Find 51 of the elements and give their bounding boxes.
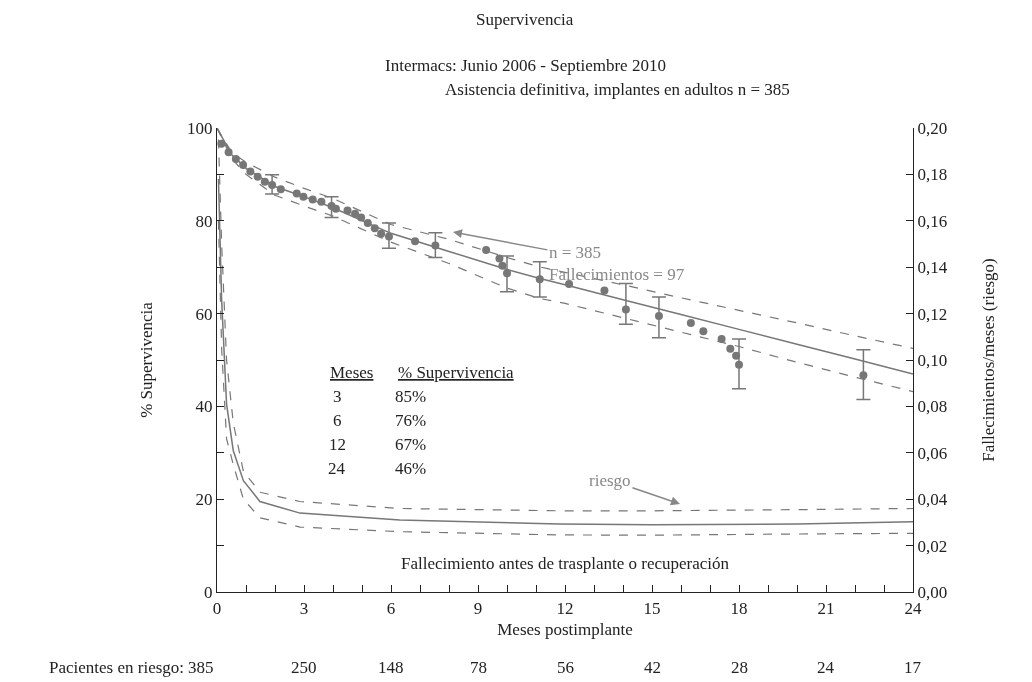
- text: 148: [378, 658, 404, 677]
- x-tick-label: 9: [473, 598, 483, 618]
- text: 250: [291, 658, 317, 677]
- y2-axis-title: Fallecimientos/meses (riesgo): [979, 258, 999, 462]
- x-tick-label: 12: [556, 598, 574, 618]
- y-tick-label: 40: [195, 397, 213, 417]
- y2-tick-label: 0,10: [917, 350, 948, 370]
- x-tick-label: 18: [730, 598, 748, 618]
- text: 28: [731, 658, 748, 677]
- y2-tick-label: 0,08: [917, 397, 948, 417]
- y2-tick-label: 0,12: [917, 304, 948, 324]
- annotation: riesgo: [589, 471, 631, 490]
- y2-tick-label: 0,14: [917, 258, 948, 278]
- annotation: 3: [333, 387, 342, 406]
- y2-tick-label: 0,20: [917, 118, 948, 138]
- x-tick-label: 21: [817, 598, 835, 618]
- y-tick-label: 20: [195, 490, 213, 510]
- y-axis-title: % Supervivencia: [136, 301, 156, 418]
- y-tick-label: 0: [203, 582, 213, 602]
- y-tick-label: 100: [186, 118, 213, 138]
- y2-tick-label: 0,02: [917, 536, 948, 556]
- annotation: 76%: [395, 411, 427, 430]
- chart-subtitle: Intermacs: Junio 2006 - Septiembre 2010 Asistencia definitiva, implantes en adultos n = 385: [385, 56, 790, 99]
- text: Pacientes en riesgo:: [49, 658, 185, 677]
- y2-tick-label: 0,16: [917, 211, 948, 231]
- y-tick-label: 80: [195, 211, 213, 231]
- annotation: Meses: [330, 363, 374, 382]
- x-axis-title: Meses postimplante: [497, 619, 633, 639]
- y2-tick-label: 0,06: [917, 443, 948, 463]
- y-tick-label: 60: [195, 304, 213, 324]
- x-tick-label: 6: [386, 598, 396, 618]
- x-tick-label: 3: [299, 598, 309, 618]
- annotation: 67%: [395, 435, 427, 454]
- annotation: 6: [333, 411, 342, 430]
- text: 42: [644, 658, 661, 677]
- y2-tick-label: 0,18: [917, 165, 948, 185]
- annotation: 46%: [395, 459, 427, 478]
- x-tick-label: 15: [643, 598, 661, 618]
- text: 24: [817, 658, 835, 677]
- chart-title: Supervivencia: [476, 10, 574, 29]
- annotation: 85%: [395, 387, 427, 406]
- y2-tick-label: 0,04: [917, 490, 948, 510]
- text: 385: [188, 658, 214, 677]
- annotation: % Supervivencia: [398, 363, 515, 382]
- text: 17: [904, 658, 922, 677]
- annotation: 24: [328, 459, 346, 478]
- text: 56: [557, 658, 574, 677]
- annotation: 12: [329, 435, 346, 454]
- annotation: n = 385 Fallecimientos = 97: [549, 243, 685, 285]
- text: 78: [470, 658, 487, 677]
- annotation: Fallecimiento antes de trasplante o recuperación: [401, 554, 730, 573]
